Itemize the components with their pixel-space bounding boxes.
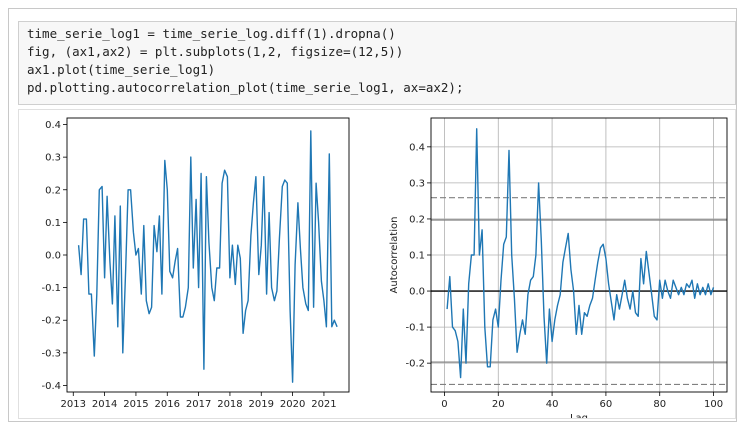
- y-tick-label: -0.2: [41, 316, 61, 327]
- x-tick-label: 2018: [217, 399, 242, 410]
- code-line[interactable]: ax1.plot(time_serie_log1): [27, 62, 216, 77]
- x-tick-label: 2015: [123, 399, 148, 410]
- x-axis-label: Lag: [570, 413, 588, 418]
- y-tick-label: 0.1: [409, 251, 425, 262]
- y-tick-label: -0.2: [405, 359, 425, 370]
- x-tick-label: 2016: [155, 399, 180, 410]
- y-tick-label: 0.4: [409, 142, 425, 153]
- y-tick-label: -0.3: [41, 348, 61, 359]
- code-line[interactable]: pd.plotting.autocorrelation_plot(time_se…: [27, 80, 464, 95]
- x-tick-label: 40: [546, 399, 559, 410]
- x-tick-label: 2020: [280, 399, 305, 410]
- x-tick-label: 20: [492, 399, 505, 410]
- y-axis-label: Autocorrelation: [389, 217, 400, 294]
- x-tick-label: 2021: [311, 399, 336, 410]
- y-tick-label: 0.0: [409, 287, 425, 298]
- x-tick-label: 60: [600, 399, 613, 410]
- notebook-cell: time_serie_log1 = time_serie_log.diff(1)…: [8, 8, 737, 424]
- x-tick-label: 0: [441, 399, 447, 410]
- x-tick-label: 2017: [186, 399, 211, 410]
- series-line: [446, 128, 715, 379]
- code-cell-input[interactable]: time_serie_log1 = time_serie_log.diff(1)…: [18, 21, 736, 105]
- y-tick-label: 0.3: [45, 153, 61, 164]
- y-tick-label: 0.2: [409, 214, 425, 225]
- x-tick-label: 100: [704, 399, 723, 410]
- series-line: [77, 130, 338, 383]
- y-tick-label: 0.1: [45, 218, 61, 229]
- code-line[interactable]: fig, (ax1,ax2) = plt.subplots(1,2, figsi…: [27, 44, 404, 59]
- y-tick-label: 0.4: [45, 120, 61, 131]
- code-line[interactable]: time_serie_log1 = time_serie_log.diff(1)…: [27, 26, 396, 41]
- y-tick-label: 0.0: [45, 251, 61, 262]
- x-tick-label: 2019: [249, 399, 274, 410]
- y-tick-label: 0.3: [409, 178, 425, 189]
- y-tick-label: -0.1: [41, 283, 61, 294]
- y-tick-label: -0.1: [405, 323, 425, 334]
- x-tick-label: 2014: [92, 399, 117, 410]
- y-tick-label: 0.2: [45, 185, 61, 196]
- output-figure: 2013 2014 2015 2016 2017 2018 2019 2020 2021 -0.4…: [41, 117, 728, 424]
- cell-output: 2013 2014 2015 2016 2017 2018 2019 2020 2021 -0.4…: [18, 109, 736, 424]
- x-tick-label: 80: [653, 399, 666, 410]
- y-tick-label: -0.4: [41, 381, 61, 392]
- x-tick-label: 2013: [61, 399, 86, 410]
